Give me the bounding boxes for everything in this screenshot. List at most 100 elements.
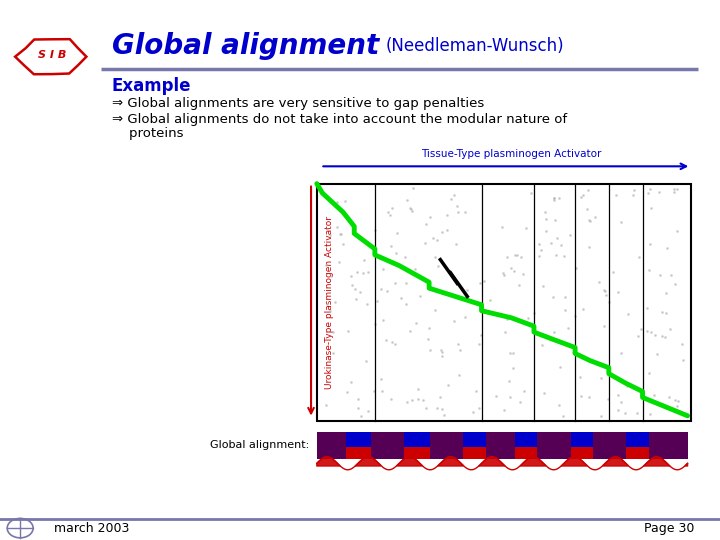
Point xyxy=(377,265,388,273)
Point xyxy=(550,251,562,259)
Point xyxy=(410,319,421,327)
Text: S I B: S I B xyxy=(37,50,66,60)
Point xyxy=(435,346,446,355)
Point xyxy=(498,406,510,414)
Point xyxy=(337,240,348,248)
Point xyxy=(413,384,424,393)
Point xyxy=(429,252,441,261)
Point xyxy=(390,279,401,287)
Point xyxy=(357,269,369,278)
Point xyxy=(520,224,531,232)
Point xyxy=(559,293,571,301)
Point xyxy=(642,189,654,198)
Point xyxy=(644,410,656,418)
Point xyxy=(391,229,402,238)
Text: Urokinase-Type plasminogen Activator: Urokinase-Type plasminogen Activator xyxy=(325,216,334,389)
Point xyxy=(320,401,332,410)
Point xyxy=(661,244,672,252)
Point xyxy=(541,226,552,235)
Point xyxy=(622,310,634,319)
Point xyxy=(510,250,522,259)
Point xyxy=(595,411,607,420)
Point xyxy=(415,292,426,300)
Point xyxy=(324,231,336,239)
Point xyxy=(445,194,456,203)
Point xyxy=(570,312,581,320)
Point xyxy=(335,230,346,238)
Point xyxy=(431,403,443,412)
Point xyxy=(641,304,652,313)
Point xyxy=(442,381,454,390)
Point xyxy=(577,304,589,313)
Point xyxy=(386,204,397,213)
Point xyxy=(574,373,585,382)
Point xyxy=(517,269,528,278)
Point xyxy=(441,211,452,219)
Point xyxy=(645,204,657,212)
Point xyxy=(677,356,688,364)
Point xyxy=(553,401,564,409)
Point xyxy=(503,376,515,385)
Point xyxy=(631,409,643,417)
Point xyxy=(423,324,435,333)
Point xyxy=(354,288,365,297)
Point xyxy=(549,328,560,337)
Point xyxy=(352,404,364,413)
Point xyxy=(451,240,462,248)
Point xyxy=(669,188,680,197)
Point xyxy=(341,387,353,396)
Point xyxy=(553,193,564,202)
Point xyxy=(351,294,362,303)
Point xyxy=(668,184,680,193)
Point xyxy=(380,336,392,345)
Point xyxy=(533,239,544,248)
Point xyxy=(330,298,341,306)
Point xyxy=(583,243,595,252)
Point xyxy=(478,277,490,286)
Point xyxy=(651,350,662,359)
Point xyxy=(641,327,652,335)
Point xyxy=(549,193,560,202)
Bar xyxy=(537,432,571,459)
Point xyxy=(425,213,436,221)
Point xyxy=(549,215,561,224)
Point xyxy=(405,327,416,336)
Point xyxy=(451,202,463,211)
Bar xyxy=(485,432,516,459)
Point xyxy=(612,391,624,400)
Text: Tissue-Type plasminogen Activator: Tissue-Type plasminogen Activator xyxy=(421,148,601,159)
Point xyxy=(369,226,380,235)
Point xyxy=(406,206,418,215)
Point xyxy=(369,319,381,328)
Point xyxy=(545,238,557,247)
Point xyxy=(429,306,441,315)
Point xyxy=(677,340,688,348)
Point xyxy=(536,341,547,349)
Point xyxy=(627,191,639,199)
Point xyxy=(540,215,552,224)
Point xyxy=(390,339,401,348)
Point xyxy=(453,370,464,379)
Point xyxy=(629,185,640,194)
Point xyxy=(505,264,517,272)
Point xyxy=(615,349,626,358)
Point xyxy=(412,395,423,403)
Point xyxy=(643,369,654,377)
Point xyxy=(474,340,485,349)
Point xyxy=(498,271,509,280)
Point xyxy=(441,225,453,234)
Point xyxy=(567,348,579,356)
Point xyxy=(361,300,373,309)
Point xyxy=(612,406,624,415)
Point xyxy=(438,411,450,420)
Point xyxy=(499,328,510,336)
Point xyxy=(552,234,563,242)
Point xyxy=(548,293,559,301)
Point xyxy=(633,253,644,261)
Text: Page 30: Page 30 xyxy=(644,522,695,535)
Bar xyxy=(317,432,346,459)
Text: proteins: proteins xyxy=(112,127,183,140)
Point xyxy=(508,267,520,275)
Point xyxy=(436,352,448,360)
Point xyxy=(375,285,387,294)
